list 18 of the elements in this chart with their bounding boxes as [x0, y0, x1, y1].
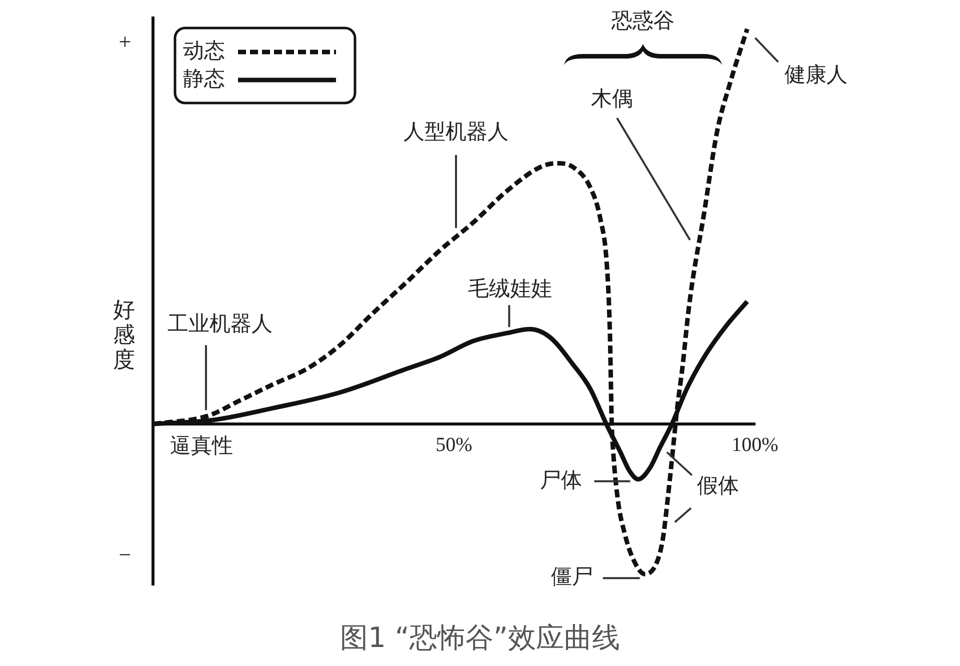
x-tick-label: 100% — [732, 434, 778, 456]
annotation: 木偶 — [591, 86, 633, 111]
annotation: 恐惑谷 — [610, 8, 674, 33]
annotation: 尸体 — [540, 468, 582, 492]
legend-label: 动态 — [183, 38, 225, 63]
annotation: 健康人 — [784, 62, 848, 86]
x-axis-title: 逼真性 — [170, 433, 233, 458]
x-tick-label: 50% — [436, 434, 472, 456]
annotation: 假体 — [696, 474, 739, 498]
y-axis-title: 好感度 — [112, 297, 136, 372]
text: − — [118, 542, 132, 567]
annotation: 工业机器人 — [167, 312, 272, 336]
annotation: 人型机器人 — [404, 120, 508, 144]
text: + — [118, 29, 132, 54]
annotation: 僵尸 — [550, 564, 593, 589]
annotation: 毛绒娃娃 — [468, 276, 552, 301]
text: 图1 “恐怖谷”效应曲线 — [339, 620, 621, 656]
legend-label: 静态 — [183, 66, 225, 91]
